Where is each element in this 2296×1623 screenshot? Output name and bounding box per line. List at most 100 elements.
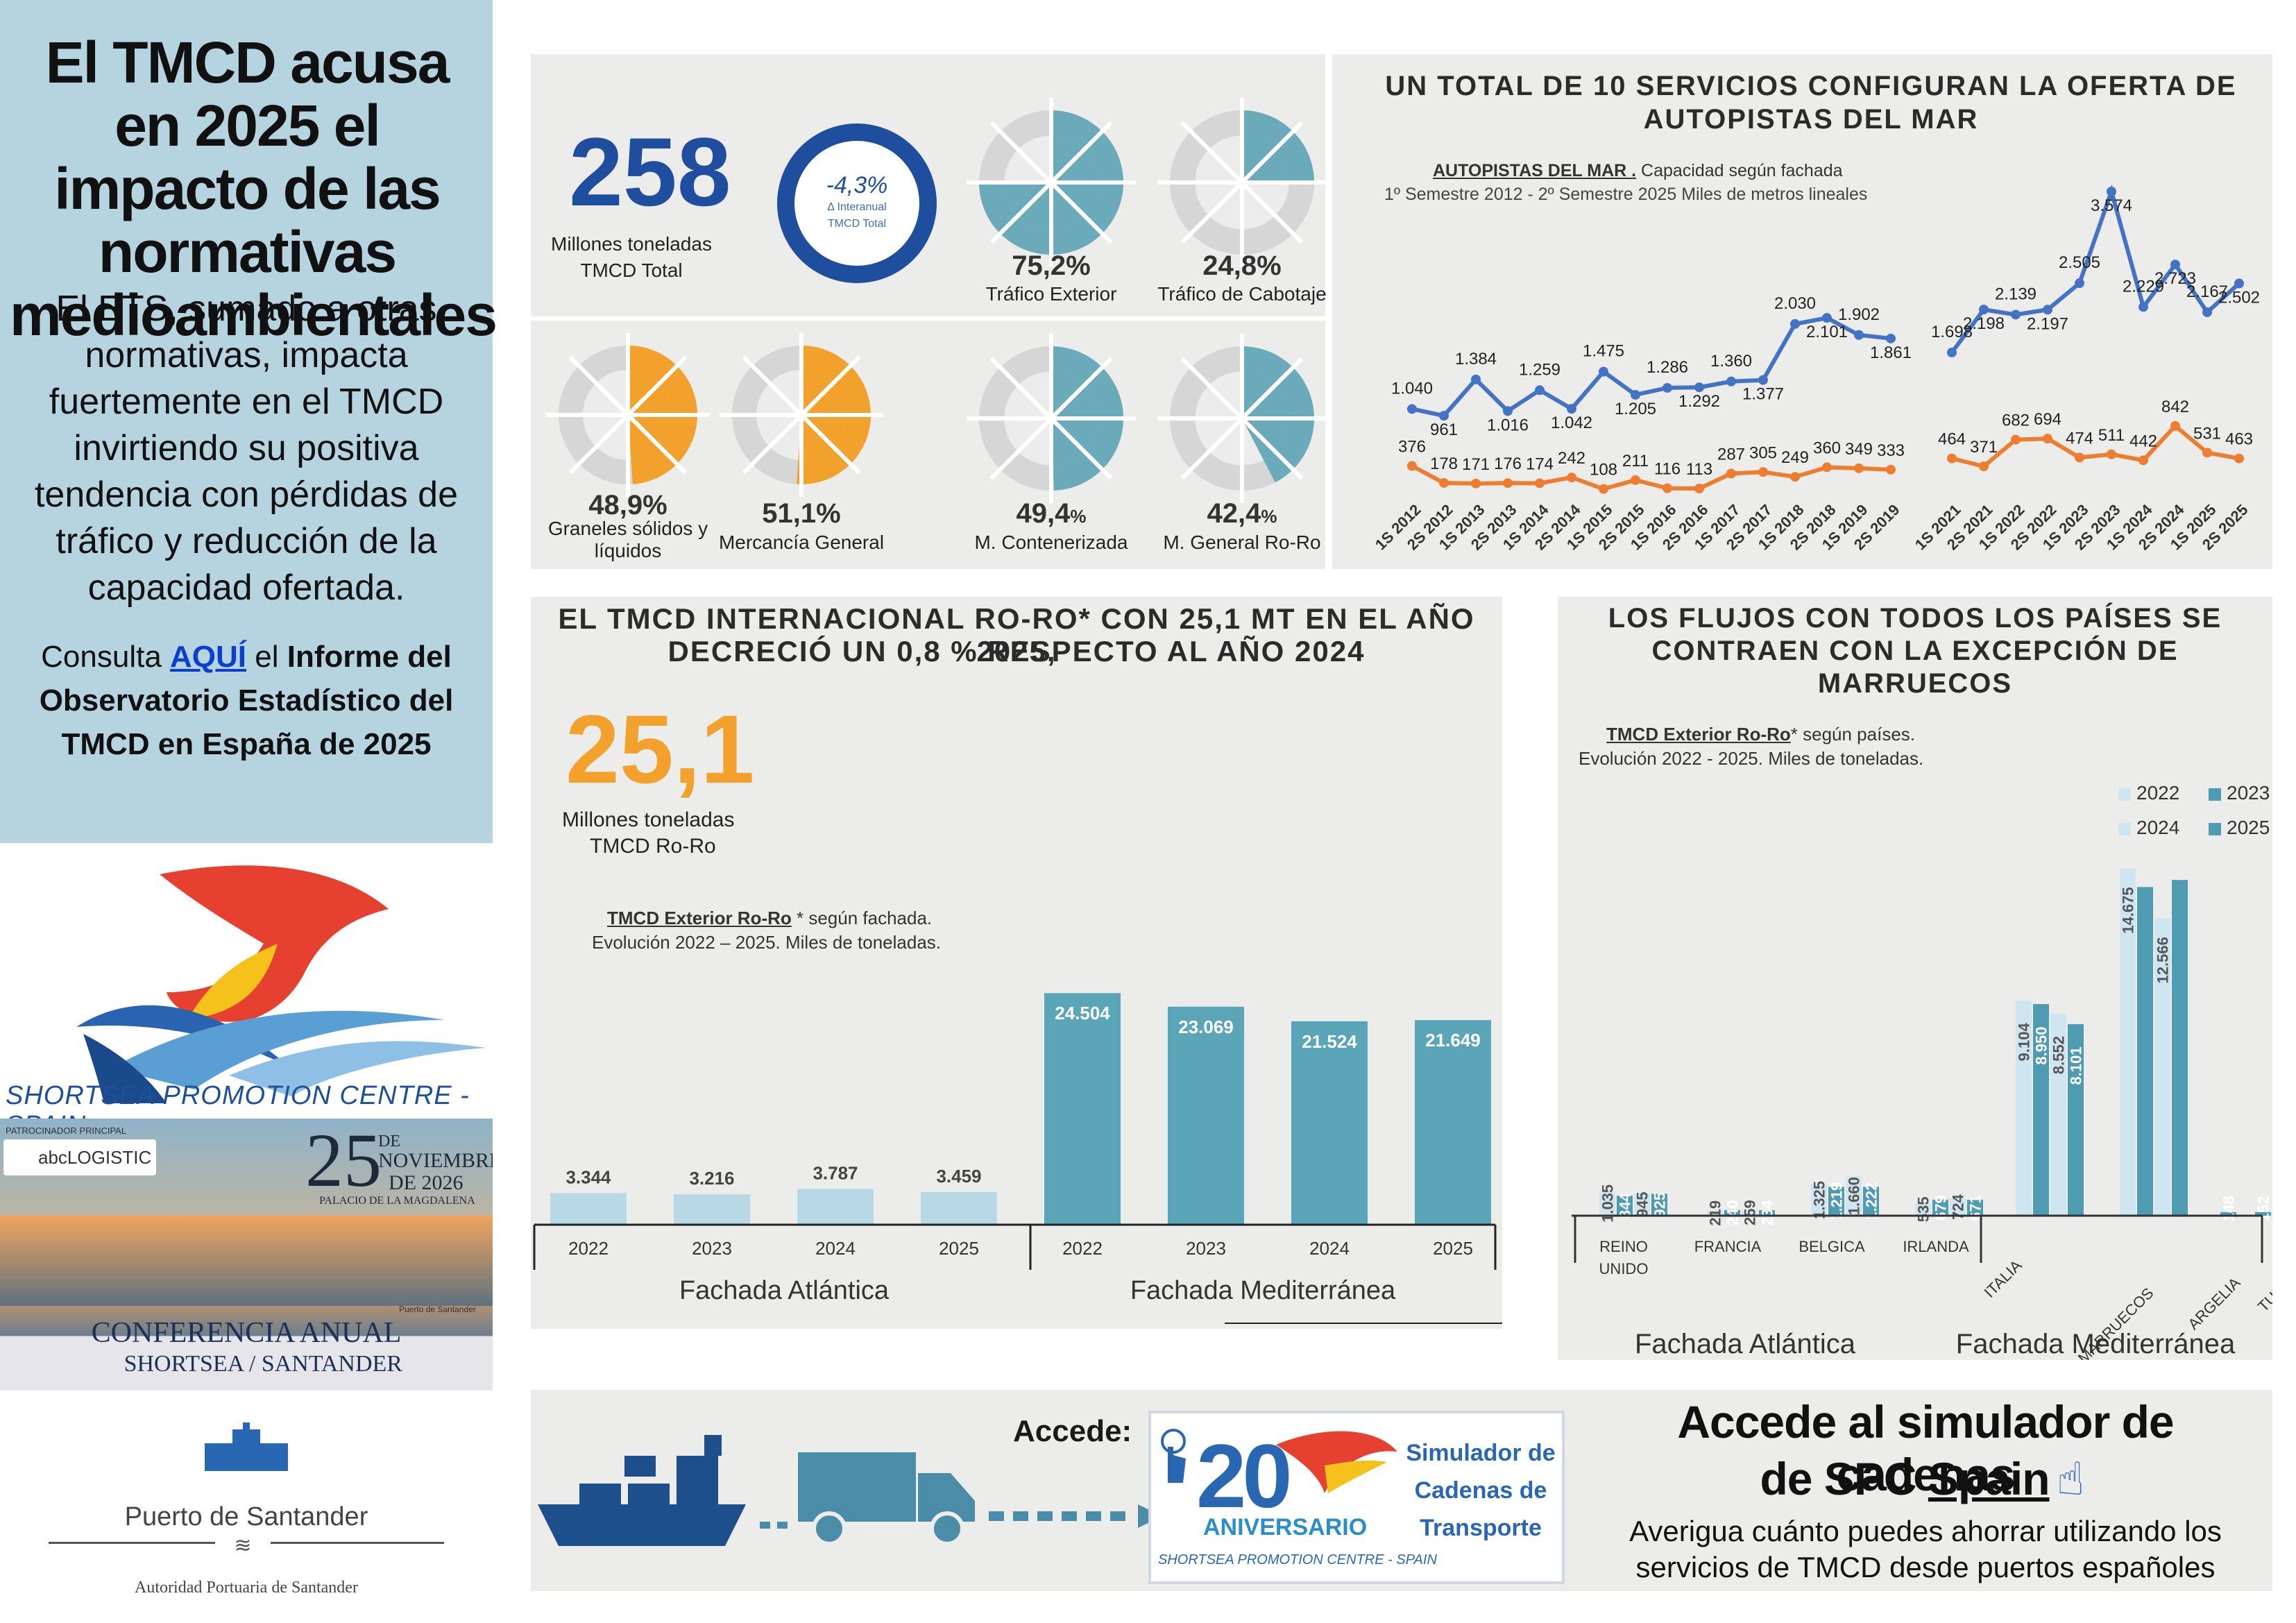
consult-mid: el: [246, 640, 287, 674]
country-label: FRANCIA: [1694, 1238, 1762, 1255]
roro-title-2: DECRECIÓ UN 0,8 % RESPECTO AL AÑO 2024: [667, 635, 1366, 668]
line-point: [1599, 366, 1608, 377]
country-bar-label: 1.035: [1599, 1184, 1617, 1223]
exterior-pct: 75,2%: [1012, 250, 1091, 281]
line-point: [2011, 434, 2021, 445]
roro-big-label-1: Millones toneladas: [562, 808, 735, 831]
line-point: [2138, 455, 2148, 466]
roro-bar: [797, 1189, 874, 1225]
gauge-spoke: [989, 357, 1053, 420]
roro-footer-gap: [531, 1329, 1520, 1360]
line-point: [1631, 389, 1640, 400]
country-bar: [1707, 1210, 1723, 1216]
conf-port-small: Puerto de Santander: [399, 1305, 476, 1314]
country-bar-label: 240: [1724, 1200, 1742, 1226]
countries-title-1: LOS FLUJOS CON TODOS LOS PAÍSES SE: [1608, 603, 2222, 634]
gauge-spoke: [1180, 121, 1244, 185]
country-label: BELGICA: [1798, 1238, 1865, 1255]
simulator-banner: Accede: 20 ANIVERSARIO SHORTSEA PROMOTIO…: [531, 1390, 2272, 1591]
change-value: -4,3%: [826, 172, 888, 198]
contenerizada-sign: %: [1070, 506, 1087, 527]
change-ring-inner: [794, 141, 919, 266]
line-point: [1854, 463, 1864, 473]
gauge-exterior: [967, 98, 1136, 267]
line-data-label: 511: [2098, 426, 2125, 445]
country-bar-label: 8.552: [2050, 1036, 2068, 1074]
total-label-1: Millones toneladas: [551, 233, 712, 255]
roro-subtitle-u: TMCD Exterior Ro-Ro: [607, 908, 792, 928]
roro-bar: [674, 1194, 750, 1225]
simulator-link[interactable]: 20 ANIVERSARIO SHORTSEA PROMOTION CENTRE…: [1148, 1411, 1565, 1584]
autopistas-subtitle-rest: Capacidad según fachada: [1636, 161, 1843, 180]
total-label-2: TMCD Total: [580, 260, 683, 281]
roro-value: 42,4: [1207, 498, 1261, 529]
line-point: [2202, 307, 2212, 317]
line-point: [1979, 305, 1989, 315]
line-point: [1758, 375, 1768, 385]
country-bar-label: 234: [1759, 1200, 1776, 1225]
line-point: [2107, 449, 2116, 459]
line-point: [1471, 478, 1481, 488]
roro-panel: EL TMCD INTERNACIONAL RO-RO* CON 25,1 MT…: [531, 597, 1520, 1360]
country-bar: [2137, 887, 2153, 1216]
intro-text: El ETS, sumado a otras normativas, impac…: [34, 289, 458, 608]
line-point: [1439, 411, 1449, 421]
line-data-label: 2.167: [2186, 282, 2228, 301]
exterior-label: Tráfico Exterior: [985, 283, 1117, 305]
cta-tap-icon: ☝: [2056, 1453, 2084, 1504]
line-data-label: 2.197: [2027, 314, 2068, 333]
line-data-label: 531: [2193, 424, 2221, 443]
change-label-1: Δ Interanual: [827, 201, 887, 213]
line-point: [1407, 404, 1417, 414]
country-bar: [1846, 1176, 1862, 1216]
country-bar-label: 14.675: [2120, 887, 2137, 933]
cta-spain-link[interactable]: Spain: [1928, 1453, 2050, 1504]
line-data-label: 1.042: [1551, 414, 1592, 432]
roro-pct: 42,4%: [1152, 498, 1332, 529]
autopistas-subtitle-u: AUTOPISTAS DEL MAR .: [1433, 161, 1637, 180]
line-data-label: 333: [1877, 441, 1905, 460]
line-point: [2011, 309, 2021, 320]
country-bar: [1915, 1203, 1931, 1216]
line-data-label: 116: [1654, 460, 1681, 479]
line-point: [1886, 464, 1896, 475]
cabotaje-pct: 24,8%: [1202, 250, 1282, 281]
cabotaje-label: Tráfico de Cabotaje: [1157, 283, 1327, 305]
country-bar-label: 219: [1707, 1200, 1724, 1226]
line-point: [1599, 484, 1608, 494]
line-point: [2234, 278, 2244, 289]
conference-banner[interactable]: PATROCINADOR PRINCIPAL abcLOGISTIC 25 DE…: [0, 1119, 493, 1391]
line-point: [1947, 347, 1957, 357]
sim-aniv: ANIVERSARIO: [1203, 1514, 1368, 1540]
roro-bar-label: 3.344: [566, 1166, 611, 1187]
spc-logo: SHORTSEA PROMOTION CENTRE - SPAIN: [0, 860, 493, 1140]
country-bar: [1950, 1198, 1966, 1216]
roro-bar-label: 21.649: [1425, 1030, 1481, 1051]
gauge-spoke: [1240, 180, 1304, 244]
gauge-graneles: [546, 333, 710, 497]
report-link[interactable]: AQUÍ: [170, 640, 247, 674]
country-bar: [2154, 918, 2170, 1216]
line-point: [2170, 260, 2180, 270]
line-data-label: 349: [1845, 440, 1873, 459]
total-value: 258: [569, 117, 731, 226]
roro-subtitle-rest: * según fachada.: [791, 908, 933, 928]
line-data-label: 1.040: [1391, 379, 1433, 398]
gauge-spoke: [742, 413, 803, 475]
countries-group-label: Fachada Mediterránea: [1956, 1329, 2236, 1359]
line-data-label: 442: [2129, 432, 2157, 450]
mercancia-label: Mercancía General: [718, 532, 885, 553]
line-point: [1694, 382, 1704, 393]
line-point: [1854, 330, 1864, 340]
line-data-label: 1.377: [1742, 385, 1784, 404]
line-point: [2043, 305, 2052, 315]
roro-year-label: 2024: [815, 1238, 856, 1259]
line-data-label: 682: [2002, 411, 2030, 430]
line-point: [2107, 186, 2116, 196]
country-bar: [1599, 1191, 1615, 1216]
line-data-label: 842: [2161, 398, 2189, 416]
country-bar-label: 148: [2220, 1196, 2238, 1222]
cta-line-2-pre: de SPC: [1760, 1453, 1928, 1504]
sim-spc: SHORTSEA PROMOTION CENTRE - SPAIN: [1158, 1552, 1437, 1567]
line-data-label: 1.259: [1519, 360, 1561, 379]
